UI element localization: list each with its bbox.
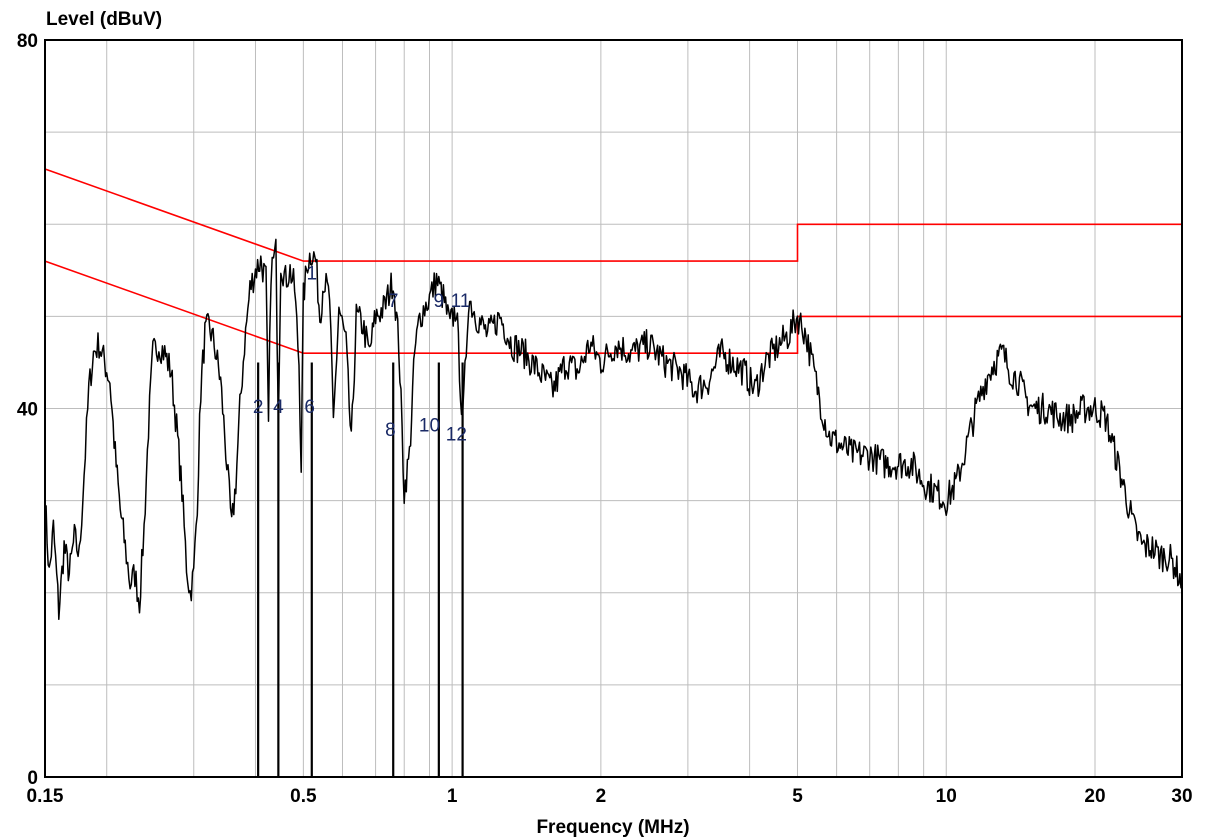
y-axis-title: Level (dBuV) (46, 9, 162, 30)
limit-lines (44, 168, 1182, 355)
marker-label-8: 8 (385, 420, 396, 441)
marker-label-12: 12 (446, 425, 467, 446)
marker-label-2: 2 (253, 397, 264, 418)
marker-label-10: 10 (419, 416, 440, 437)
marker-label-7: 7 (388, 291, 399, 312)
marker-label-4: 4 (273, 397, 284, 418)
marker-drop-lines (257, 362, 464, 777)
x-tick-10: 10 (936, 786, 957, 807)
x-tick-20: 20 (1084, 786, 1105, 807)
marker-label-6: 6 (304, 397, 315, 418)
y-tick-0: 0 (27, 768, 38, 789)
x-axis-title: Frequency (MHz) (536, 817, 689, 838)
marker-label-9: 9 (434, 291, 445, 312)
limit-line-1 (44, 260, 1182, 355)
plot-frame (44, 39, 1183, 778)
y-tick-labels: 0 40 80 (17, 31, 38, 789)
marker-label-11: 11 (451, 291, 471, 312)
x-tick-30: 30 (1171, 786, 1192, 807)
series-line-0 (44, 238, 1183, 621)
marker-label-1: 1 (306, 264, 317, 285)
x-tick-labels: 0.15 0.5 1 2 5 10 20 30 (27, 786, 1193, 807)
x-tick-0.15: 0.15 (27, 786, 64, 807)
x-tick-1: 1 (447, 786, 458, 807)
y-tick-80: 80 (17, 31, 38, 52)
x-tick-0.5: 0.5 (290, 786, 317, 807)
y-tick-40: 40 (17, 400, 38, 421)
x-tick-5: 5 (792, 786, 803, 807)
x-tick-2: 2 (596, 786, 607, 807)
limit-line-0 (44, 168, 1182, 262)
series-layer (44, 238, 1183, 621)
